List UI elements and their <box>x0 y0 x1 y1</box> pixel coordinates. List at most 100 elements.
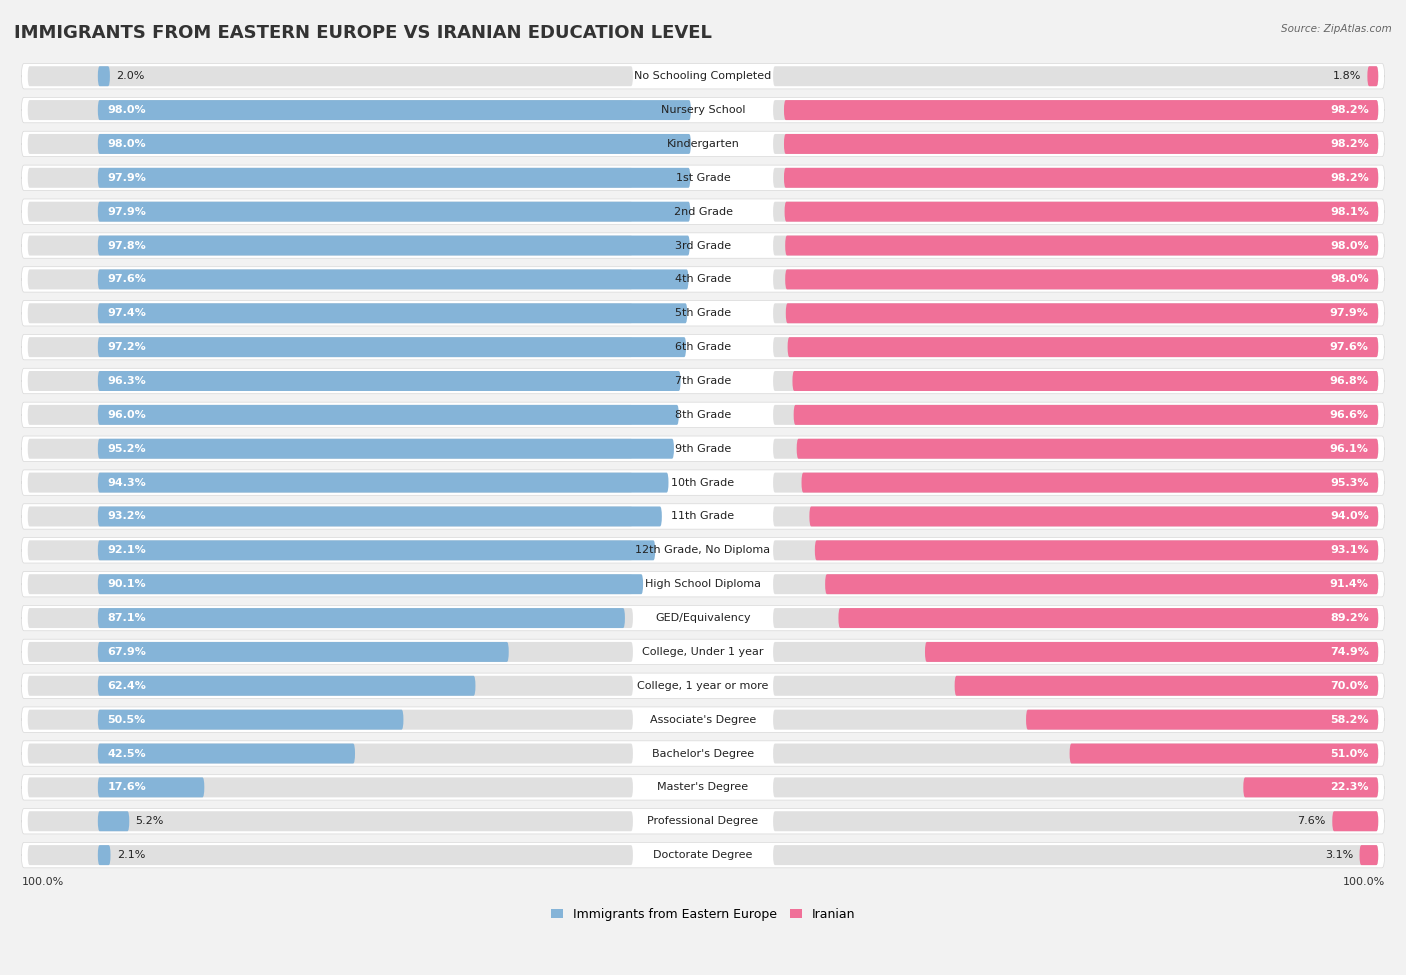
Text: 58.2%: 58.2% <box>1330 715 1368 724</box>
Text: 98.2%: 98.2% <box>1330 173 1368 182</box>
Text: 96.1%: 96.1% <box>1330 444 1368 453</box>
FancyBboxPatch shape <box>28 405 633 425</box>
FancyBboxPatch shape <box>28 100 633 120</box>
Text: 74.9%: 74.9% <box>1330 647 1368 657</box>
FancyBboxPatch shape <box>825 574 1378 594</box>
FancyBboxPatch shape <box>21 707 1385 732</box>
FancyBboxPatch shape <box>21 334 1385 360</box>
FancyBboxPatch shape <box>21 402 1385 428</box>
FancyBboxPatch shape <box>773 303 1378 324</box>
FancyBboxPatch shape <box>28 676 633 696</box>
FancyBboxPatch shape <box>28 439 633 458</box>
FancyBboxPatch shape <box>955 676 1378 696</box>
FancyBboxPatch shape <box>21 741 1385 766</box>
FancyBboxPatch shape <box>1243 777 1378 798</box>
FancyBboxPatch shape <box>28 540 633 561</box>
Text: 10th Grade: 10th Grade <box>672 478 734 488</box>
Text: 97.9%: 97.9% <box>1330 308 1368 318</box>
Text: 97.2%: 97.2% <box>107 342 146 352</box>
Text: 6th Grade: 6th Grade <box>675 342 731 352</box>
FancyBboxPatch shape <box>773 574 1378 594</box>
FancyBboxPatch shape <box>785 236 1378 255</box>
FancyBboxPatch shape <box>773 66 1378 86</box>
FancyBboxPatch shape <box>98 66 110 86</box>
Text: College, 1 year or more: College, 1 year or more <box>637 681 769 691</box>
Text: 98.1%: 98.1% <box>1330 207 1368 216</box>
Text: 97.6%: 97.6% <box>107 274 146 285</box>
Text: 93.2%: 93.2% <box>107 512 146 522</box>
FancyBboxPatch shape <box>28 811 633 832</box>
Text: 1.8%: 1.8% <box>1333 71 1361 81</box>
FancyBboxPatch shape <box>28 371 633 391</box>
FancyBboxPatch shape <box>773 168 1378 188</box>
FancyBboxPatch shape <box>21 504 1385 529</box>
FancyBboxPatch shape <box>98 642 509 662</box>
FancyBboxPatch shape <box>98 405 679 425</box>
FancyBboxPatch shape <box>810 506 1378 526</box>
FancyBboxPatch shape <box>28 608 633 628</box>
FancyBboxPatch shape <box>28 744 633 763</box>
Text: No Schooling Completed: No Schooling Completed <box>634 71 772 81</box>
FancyBboxPatch shape <box>21 233 1385 258</box>
FancyBboxPatch shape <box>98 303 688 324</box>
FancyBboxPatch shape <box>773 540 1378 561</box>
Text: 8th Grade: 8th Grade <box>675 410 731 420</box>
FancyBboxPatch shape <box>21 605 1385 631</box>
Text: 22.3%: 22.3% <box>1330 782 1368 793</box>
FancyBboxPatch shape <box>21 132 1385 157</box>
FancyBboxPatch shape <box>773 202 1378 221</box>
Text: 90.1%: 90.1% <box>107 579 146 589</box>
FancyBboxPatch shape <box>787 337 1378 357</box>
Text: 95.2%: 95.2% <box>107 444 146 453</box>
Text: 98.0%: 98.0% <box>1330 241 1368 251</box>
FancyBboxPatch shape <box>1360 845 1378 865</box>
FancyBboxPatch shape <box>98 811 129 832</box>
Text: 2.0%: 2.0% <box>117 71 145 81</box>
FancyBboxPatch shape <box>28 642 633 662</box>
FancyBboxPatch shape <box>28 202 633 221</box>
Text: 93.1%: 93.1% <box>1330 545 1368 556</box>
FancyBboxPatch shape <box>21 369 1385 394</box>
Text: Nursery School: Nursery School <box>661 105 745 115</box>
FancyBboxPatch shape <box>1368 66 1378 86</box>
FancyBboxPatch shape <box>28 506 633 526</box>
FancyBboxPatch shape <box>785 269 1378 290</box>
Text: 50.5%: 50.5% <box>107 715 146 724</box>
Text: 91.4%: 91.4% <box>1330 579 1368 589</box>
FancyBboxPatch shape <box>28 574 633 594</box>
FancyBboxPatch shape <box>98 202 690 221</box>
FancyBboxPatch shape <box>793 405 1378 425</box>
FancyBboxPatch shape <box>28 845 633 865</box>
Text: Associate's Degree: Associate's Degree <box>650 715 756 724</box>
Text: 96.0%: 96.0% <box>107 410 146 420</box>
FancyBboxPatch shape <box>773 337 1378 357</box>
FancyBboxPatch shape <box>21 98 1385 123</box>
Text: College, Under 1 year: College, Under 1 year <box>643 647 763 657</box>
Text: 9th Grade: 9th Grade <box>675 444 731 453</box>
Text: 5th Grade: 5th Grade <box>675 308 731 318</box>
FancyBboxPatch shape <box>1070 744 1378 763</box>
Text: IMMIGRANTS FROM EASTERN EUROPE VS IRANIAN EDUCATION LEVEL: IMMIGRANTS FROM EASTERN EUROPE VS IRANIA… <box>14 24 711 42</box>
FancyBboxPatch shape <box>773 506 1378 526</box>
Text: 97.9%: 97.9% <box>107 207 146 216</box>
FancyBboxPatch shape <box>773 744 1378 763</box>
FancyBboxPatch shape <box>21 267 1385 292</box>
Text: 3.1%: 3.1% <box>1324 850 1353 860</box>
FancyBboxPatch shape <box>98 710 404 729</box>
FancyBboxPatch shape <box>98 574 643 594</box>
Text: 62.4%: 62.4% <box>107 681 146 691</box>
FancyBboxPatch shape <box>21 436 1385 461</box>
FancyBboxPatch shape <box>28 337 633 357</box>
FancyBboxPatch shape <box>21 537 1385 563</box>
Text: 94.3%: 94.3% <box>107 478 146 488</box>
FancyBboxPatch shape <box>98 540 655 561</box>
Text: 87.1%: 87.1% <box>107 613 146 623</box>
Text: Master's Degree: Master's Degree <box>658 782 748 793</box>
Text: 98.0%: 98.0% <box>107 105 146 115</box>
FancyBboxPatch shape <box>21 673 1385 698</box>
FancyBboxPatch shape <box>21 300 1385 326</box>
Text: 4th Grade: 4th Grade <box>675 274 731 285</box>
FancyBboxPatch shape <box>21 571 1385 597</box>
FancyBboxPatch shape <box>773 777 1378 798</box>
FancyBboxPatch shape <box>98 371 681 391</box>
